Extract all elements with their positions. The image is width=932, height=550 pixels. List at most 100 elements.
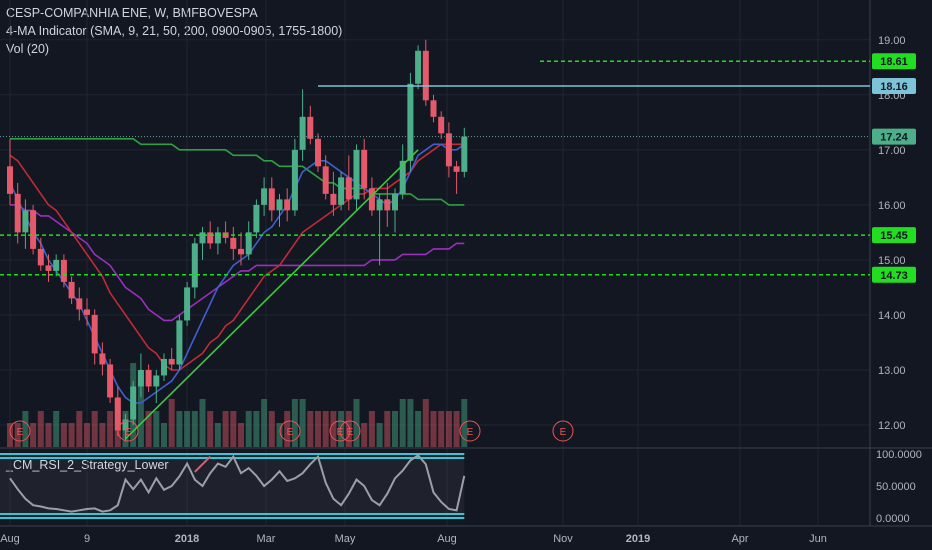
price-tag: 15.45 [872, 227, 916, 244]
chart-title: CESP-COMPANHIA ENE, W, BMFBOVESPA [6, 6, 258, 20]
x-tick-label: Nov [553, 533, 573, 545]
volume-bar [307, 411, 314, 447]
x-tick-label: 9 [84, 533, 90, 545]
candle [315, 133, 321, 172]
volume-bar [407, 399, 414, 447]
candle [222, 221, 229, 244]
candle [438, 111, 445, 139]
volume-bar [99, 423, 106, 447]
candle [453, 160, 460, 194]
volume-bar [261, 399, 268, 447]
volume-bars [7, 363, 468, 447]
volume-bar [384, 411, 391, 447]
volume-bar [199, 399, 206, 447]
volume-bar [299, 399, 306, 447]
volume-bar [392, 411, 398, 447]
svg-text:E: E [560, 427, 567, 438]
earnings-event-marker: E [279, 420, 301, 442]
candle [76, 287, 83, 321]
candle [84, 298, 90, 326]
ma200-line [10, 138, 465, 206]
volume-bar [399, 399, 406, 447]
volume-bar [7, 423, 13, 447]
candle [368, 177, 375, 216]
svg-text:E: E [347, 427, 354, 438]
volume-bar [14, 423, 21, 447]
price-tag: 18.16 [872, 77, 916, 94]
candle [30, 204, 37, 255]
x-tick-label: Apr [731, 533, 748, 545]
candle [422, 39, 429, 106]
volume-bar [45, 423, 52, 447]
candle [461, 127, 468, 178]
volume-bar [330, 411, 337, 447]
price-tag: 14.73 [872, 266, 916, 283]
x-tick-label: 2019 [626, 533, 650, 545]
y-tick-label: 15.00 [878, 255, 906, 267]
volume-bar [145, 411, 152, 447]
candle [353, 144, 360, 211]
trend-line [124, 149, 419, 440]
volume-bar [361, 423, 368, 447]
candle [137, 353, 144, 398]
volume-bar [230, 411, 237, 447]
axes: 100.000050.00000.000019.0018.0017.0016.0… [0, 35, 922, 545]
candle [114, 386, 121, 436]
svg-text:18.16: 18.16 [880, 81, 908, 93]
candle [230, 226, 237, 260]
candle [338, 171, 345, 211]
volume-bar [53, 411, 60, 447]
volume-bar [430, 411, 437, 447]
candle [307, 105, 314, 145]
volume-bar [207, 411, 214, 447]
volume-bar [268, 411, 275, 447]
volume-bar [191, 411, 198, 447]
candle [168, 347, 175, 370]
candle [107, 358, 114, 403]
earnings-event-marker: E [9, 420, 31, 442]
candle [415, 45, 422, 90]
candle [122, 413, 129, 442]
rsi-pane [0, 453, 466, 519]
x-tick-label: May [335, 533, 356, 545]
candle [214, 226, 221, 255]
svg-text:15.45: 15.45 [880, 230, 908, 242]
candle [37, 237, 44, 271]
candle [407, 72, 414, 172]
rsi-line [9, 453, 466, 513]
candle [161, 353, 167, 381]
candle [245, 221, 252, 260]
volume-bar [253, 411, 260, 447]
y-tick-label: 19.00 [878, 35, 906, 47]
candle [184, 281, 191, 326]
volume-bar [276, 423, 283, 447]
rsi-signal [194, 455, 211, 473]
candle [22, 199, 29, 249]
candle [322, 155, 329, 200]
svg-text:17.24: 17.24 [880, 132, 908, 144]
volume-bar [68, 423, 75, 447]
volume-bar [176, 411, 183, 447]
candle [399, 144, 406, 200]
earnings-event-marker: E [117, 420, 139, 442]
y-tick-label: 16.00 [878, 200, 906, 212]
svg-text:18.61: 18.61 [880, 56, 908, 68]
volume-bar [284, 411, 291, 447]
candle [430, 94, 437, 123]
candle [345, 155, 352, 211]
volume-bar [222, 411, 229, 447]
candle [291, 138, 298, 216]
volume-bar [22, 411, 29, 447]
price-tag: 17.24 [872, 128, 916, 145]
volume-legend: Vol (20) [6, 42, 50, 56]
moving-averages [9, 138, 465, 404]
y-tick-label: 12.00 [878, 420, 906, 432]
volume-bar [161, 423, 167, 447]
candle [284, 188, 291, 222]
candle [45, 254, 52, 282]
candle [376, 193, 383, 266]
volume-bar [184, 411, 191, 447]
svg-text:E: E [125, 427, 132, 438]
